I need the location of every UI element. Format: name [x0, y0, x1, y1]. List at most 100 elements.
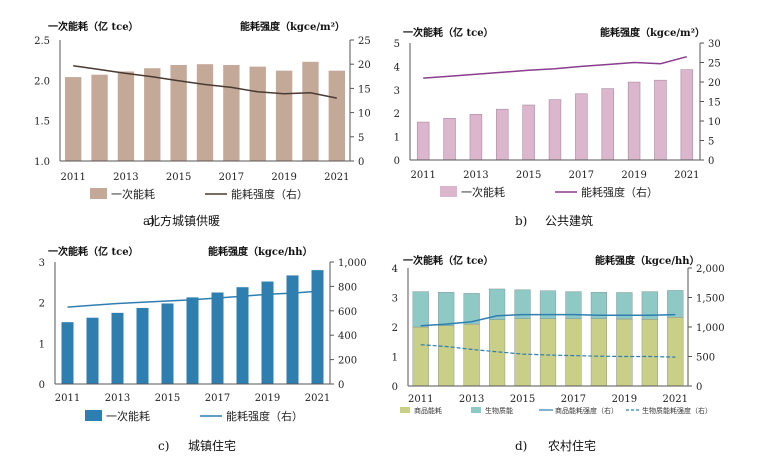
legend-label: 一次能耗 — [461, 185, 505, 199]
bar — [601, 88, 614, 161]
bar-segment — [590, 291, 608, 319]
bar — [111, 312, 124, 384]
series-line — [73, 64, 337, 99]
series-line — [420, 313, 676, 327]
bar-segment — [514, 289, 531, 319]
legend-label: 生物质能 — [485, 406, 513, 415]
chart-panel-b: 一次能耗（亿 tce） 能耗强度（kgce/m²） 0 1 2 3 4 5 0 5 10 15 20 25… — [394, 26, 721, 228]
right-tick-label: 400 — [338, 331, 357, 342]
x-tick-label: 2019 — [621, 170, 646, 181]
bar — [302, 61, 319, 161]
right-tick-label: 0 — [338, 380, 344, 391]
bar — [249, 66, 266, 161]
series-line — [423, 55, 687, 79]
right-axis-title: 能耗强度（kgce/hh） — [208, 245, 313, 258]
bar — [496, 108, 509, 161]
bar-segment — [667, 290, 684, 318]
bar-segment — [489, 319, 506, 387]
legend-label: 商品能耗强度（右） — [555, 406, 618, 415]
x-tick-label: 2019 — [255, 393, 280, 404]
left-tick-label: 4 — [394, 62, 400, 73]
right-tick-label: 0 — [696, 382, 702, 393]
left-tick-label: 2.5 — [34, 36, 50, 47]
chart-panel-a: 一次能耗（亿 tce） 能耗强度（kgce/m²） 1.0 1.5 2.0 2.5 0 5 10… — [34, 20, 371, 228]
right-tick-label: 20 — [708, 78, 721, 89]
x-tick-label: 2015 — [155, 393, 180, 404]
bar — [469, 114, 483, 161]
bar — [65, 77, 82, 161]
left-tick-label: 2 — [394, 109, 400, 120]
right-tick-label: 25 — [358, 36, 371, 47]
bar — [680, 69, 694, 161]
bar — [186, 297, 199, 384]
bar-segment — [590, 318, 608, 387]
legend-swatch — [440, 186, 457, 197]
left-tick-label: 2.0 — [34, 76, 50, 87]
left-tick-label: 1 — [392, 353, 398, 364]
bar — [136, 307, 149, 384]
series-line — [67, 290, 318, 308]
chart-panel-d: 一次能耗（亿 tce） 能耗强度（kgce/hh） 0 1 2 3 4 0 500 1,000 1,… — [392, 254, 725, 453]
bar — [575, 93, 588, 161]
bar-segment — [489, 288, 506, 320]
x-tick-label: 2013 — [463, 170, 488, 181]
x-tick-label: 2013 — [113, 172, 138, 183]
bar — [261, 281, 274, 384]
right-tick-label: 10 — [708, 117, 721, 128]
right-tick-label: 15 — [708, 98, 721, 109]
panel-caption: 北方城镇供暖 — [148, 213, 220, 228]
series-line — [420, 344, 676, 358]
bar-segment — [412, 291, 429, 328]
left-tick-label: 3 — [39, 258, 45, 269]
legend: 商品能耗 生物质能 商品能耗强度（右） 生物质能耗强度（右） — [400, 406, 712, 415]
right-tick-label: 25 — [708, 59, 721, 70]
bar — [522, 104, 535, 161]
legend-swatch — [85, 410, 102, 421]
x-tick-label: 2011 — [410, 170, 435, 181]
x-tick-label: 2021 — [324, 172, 349, 183]
right-tick-label: 1,000 — [338, 258, 367, 269]
left-axis-title: 一次能耗（亿 tce） — [48, 20, 139, 33]
bar — [211, 292, 224, 384]
left-tick-label: 1.5 — [34, 117, 50, 128]
x-tick-label: 2017 — [205, 393, 230, 404]
bar-segment — [412, 326, 429, 387]
bar-segment — [565, 291, 582, 319]
left-tick-label: 0 — [394, 156, 400, 167]
bar — [196, 64, 214, 161]
left-tick-label: 1 — [394, 133, 400, 144]
bar — [223, 65, 240, 161]
bar — [236, 287, 249, 384]
left-tick-label: 2 — [39, 299, 45, 310]
bar-segment — [514, 318, 531, 387]
x-tick-label: 2021 — [305, 393, 330, 404]
bar-segment — [539, 318, 557, 387]
right-tick-label: 1,500 — [696, 294, 725, 305]
panel-caption: 农村住宅 — [548, 438, 596, 453]
right-tick-label: 500 — [696, 353, 715, 364]
legend-swatch — [90, 188, 107, 199]
bar — [286, 275, 299, 384]
left-tick-label: 3 — [392, 294, 398, 305]
bar-segment — [438, 291, 455, 326]
bar — [416, 121, 430, 161]
x-tick-label: 2017 — [569, 170, 594, 181]
bar-segment — [565, 318, 582, 387]
right-tick-label: 5 — [708, 137, 714, 148]
legend-swatch — [400, 407, 410, 413]
right-tick-label: 15 — [358, 84, 371, 95]
legend: 一次能耗 能耗强度（右） — [85, 409, 303, 423]
right-tick-label: 30 — [708, 39, 721, 50]
panel-letter: a) — [143, 214, 155, 228]
legend-label: 商品能耗 — [414, 406, 442, 415]
right-tick-label: 200 — [338, 356, 357, 367]
legend-label: 生物质能耗强度（右） — [642, 406, 712, 415]
legend-label: 能耗强度（右） — [231, 187, 308, 201]
legend: 一次能耗 能耗强度（右） — [90, 187, 308, 201]
x-tick-label: 2015 — [166, 172, 191, 183]
right-tick-label: 0 — [708, 156, 714, 167]
x-tick-label: 2015 — [516, 170, 541, 181]
panel-caption: 公共建筑 — [545, 213, 593, 228]
x-tick-label: 2017 — [219, 172, 244, 183]
bar-segment — [616, 318, 633, 387]
